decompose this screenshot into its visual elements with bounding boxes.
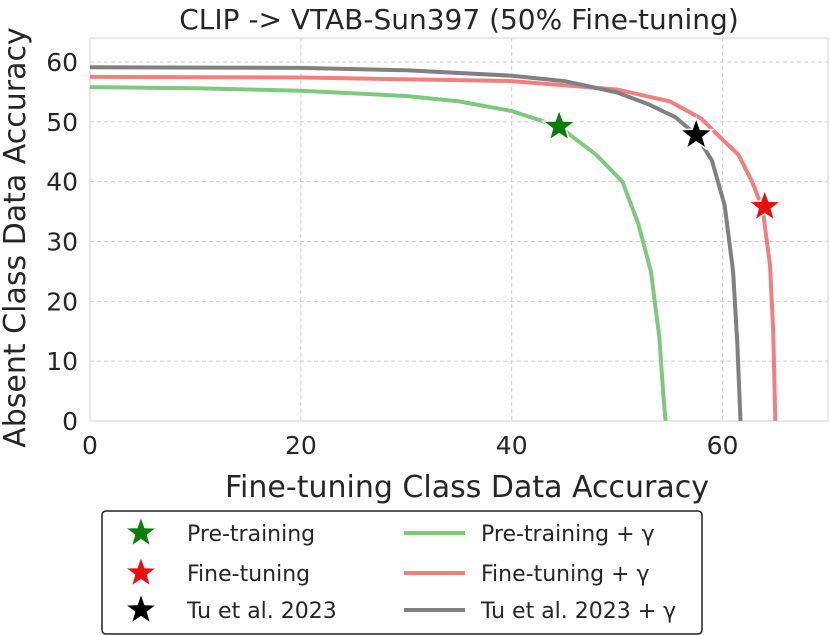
series-line-3 — [89, 65, 743, 422]
legend-label-series-1: Pre-training + γ — [481, 522, 655, 547]
y-tick-labels: 0 10 20 30 40 50 60 — [46, 48, 78, 436]
legend-label-marker-2: Fine-tuning — [187, 562, 310, 587]
series-lines — [89, 65, 778, 422]
legend-star-1 — [124, 515, 158, 548]
x-tick-label: 20 — [285, 431, 317, 460]
x-tick-label: 40 — [496, 431, 528, 460]
y-tick-label: 20 — [46, 287, 78, 316]
y-tick-label: 10 — [46, 347, 78, 376]
star-marker-2 — [746, 187, 783, 223]
legend-label-marker-1: Pre-training — [187, 522, 315, 547]
y-tick-label: 0 — [62, 407, 78, 436]
star-marker-1 — [540, 107, 578, 143]
x-tick-label: 0 — [82, 431, 98, 460]
legend-label-marker-3: Tu et al. 2023 — [186, 599, 337, 624]
series-line-1 — [89, 85, 668, 422]
legend-label-series-3: Tu et al. 2023 + γ — [480, 599, 676, 624]
x-tick-labels: 0 20 40 60 — [82, 431, 738, 460]
axes-frame — [89, 37, 829, 422]
legend-box — [101, 510, 703, 635]
legend-star-2 — [124, 555, 158, 588]
x-axis-label: Fine-tuning Class Data Accuracy — [225, 470, 709, 505]
chart-title: CLIP -> VTAB-Sun397 (50% Fine-tuning) — [179, 3, 739, 36]
legend-label-series-2: Fine-tuning + γ — [481, 562, 650, 587]
legend-star-3 — [124, 592, 158, 625]
y-tick-label: 40 — [46, 168, 78, 197]
grid — [89, 38, 828, 422]
y-tick-label: 30 — [46, 227, 78, 256]
series-line-2 — [89, 74, 778, 422]
star-marker-3 — [677, 115, 715, 151]
y-axis-label: Absent Class Data Accuracy — [0, 27, 33, 448]
y-tick-label: 60 — [46, 48, 78, 77]
y-tick-label: 50 — [46, 108, 78, 137]
markers — [540, 107, 783, 223]
plot-frame — [89, 37, 829, 422]
legend: Pre-training Fine-tuning Tu et al. 2023 Pre… — [101, 510, 703, 635]
x-tick-label: 60 — [707, 431, 739, 460]
